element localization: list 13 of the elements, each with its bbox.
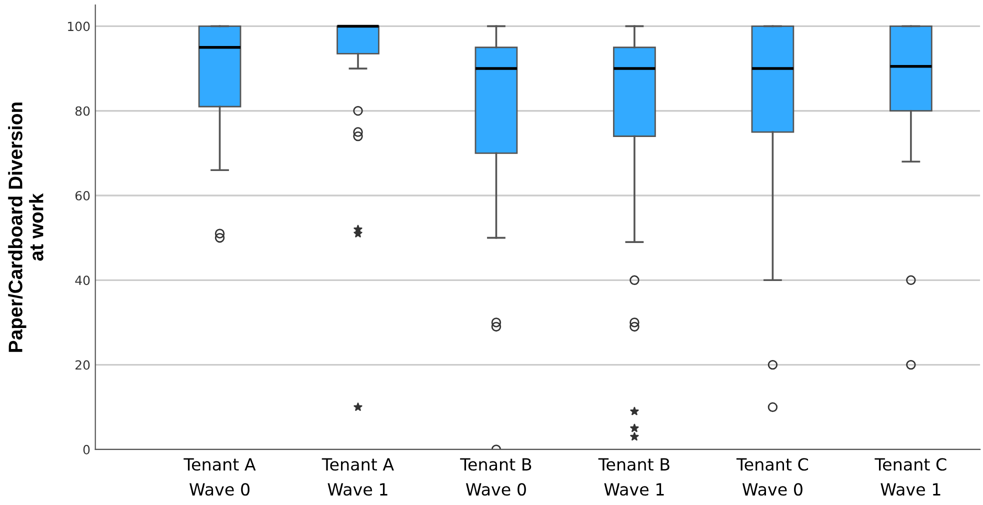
x-tick-label: Tenant B Wave 1 <box>598 458 670 496</box>
x-tick-label: Tenant B Wave 0 <box>460 458 532 496</box>
x-tick-label: Tenant A Wave 0 <box>184 458 256 496</box>
y-tick-label: 0 <box>83 444 90 454</box>
y-tick-label: 60 <box>75 190 90 200</box>
y-tick-label: 20 <box>76 360 90 370</box>
x-tick-label: Tenant C Wave 1 <box>874 458 946 496</box>
y-tick-label: 80 <box>75 106 90 116</box>
x-tick-label: Tenant A Wave 1 <box>322 458 394 496</box>
y-axis-title: Paper/Cardboard Diversion at work <box>8 102 44 352</box>
y-tick-label: 100 <box>68 22 90 32</box>
x-tick-label: Tenant C Wave 0 <box>736 458 808 496</box>
y-tick-label: 40 <box>75 276 90 286</box>
